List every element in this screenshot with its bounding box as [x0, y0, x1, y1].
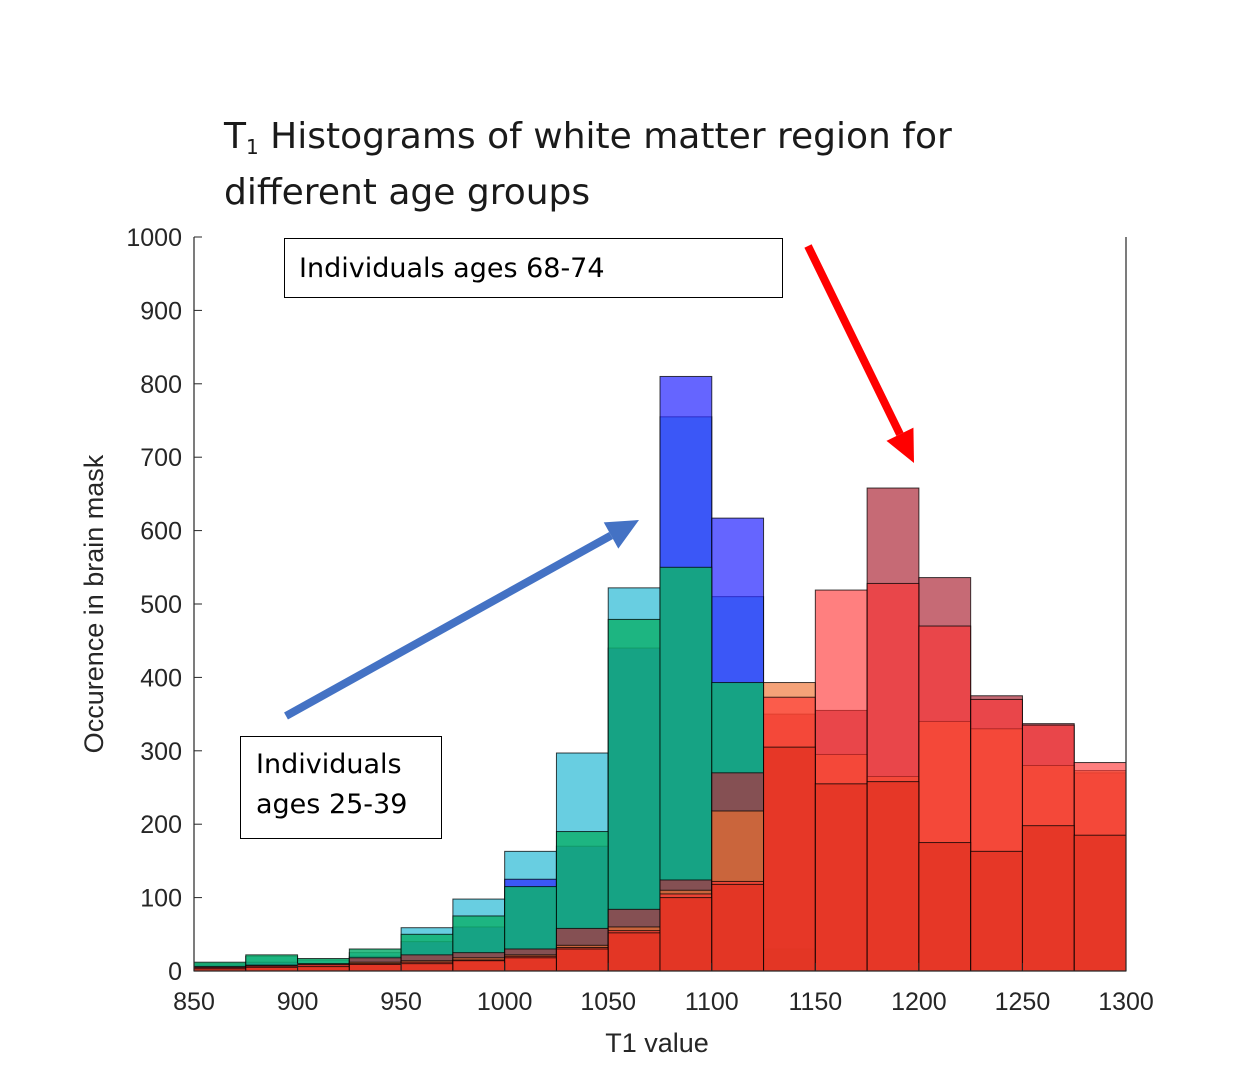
bar-old-red2-1150 [814, 783, 868, 972]
young-arrow-shaft [284, 532, 613, 720]
x-tick-label-850: 850 [173, 988, 215, 1016]
y-tick-label-600: 600 [140, 518, 182, 546]
old-arrow-shaft [804, 244, 904, 437]
chart-title: T1 Histograms of white matter region for… [224, 114, 952, 216]
annotation-old-text: Individuals ages 68-74 [299, 253, 605, 284]
title-line2: different age groups [224, 172, 591, 213]
x-tick-label-950: 950 [380, 988, 422, 1016]
y-tick-label-800: 800 [140, 371, 182, 399]
bar-old-red2-1250 [1021, 825, 1075, 972]
x-axis-label: T1 value [605, 1028, 709, 1058]
y-tick-label-200: 200 [140, 811, 182, 839]
bar-old-red2-1175 [866, 781, 920, 972]
bar-old-red2-1200 [918, 842, 972, 972]
x-tick-label-1050: 1050 [580, 988, 636, 1016]
bar-old-red2-1100 [711, 883, 765, 972]
y-tick-label-0: 0 [168, 958, 182, 986]
bar-old-red2-1075 [659, 897, 713, 972]
bar-old-red2-975 [452, 960, 506, 972]
annotation-young-line2: ages 25-39 [256, 789, 408, 820]
bar-old-red2-925 [348, 963, 402, 972]
title-t: T [224, 116, 246, 157]
x-tick-label-1150: 1150 [788, 988, 842, 1016]
title-rest: Histograms of white matter region for [258, 116, 952, 157]
y-tick-label-900: 900 [140, 297, 182, 325]
x-tick-label-900: 900 [277, 988, 319, 1016]
bar-old-red2-1000 [504, 957, 557, 972]
y-axis-label: Occurence in brain mask [79, 454, 109, 753]
y-tick-label-300: 300 [140, 738, 182, 766]
bar-old-red2-1225 [970, 850, 1023, 972]
x-tick-label-1300: 1300 [1098, 988, 1154, 1016]
x-tick-label-1100: 1100 [685, 988, 739, 1016]
x-tick-label-1200: 1200 [891, 988, 947, 1016]
annotation-young-group: Individuals ages 25-39 [240, 736, 442, 839]
bar-old-red2-1050 [607, 932, 661, 972]
y-tick-label-500: 500 [140, 591, 182, 619]
bar-old-red2-1025 [555, 948, 609, 972]
bar-old-red2-900 [297, 966, 350, 972]
y-tick-label-400: 400 [140, 664, 182, 692]
y-tick-label-700: 700 [140, 444, 182, 472]
bar-old-red2-1275 [1073, 834, 1127, 972]
x-tick-label-1250: 1250 [995, 988, 1051, 1016]
annotation-young-line1: Individuals [256, 749, 402, 780]
x-tick-label-1000: 1000 [477, 988, 533, 1016]
young-arrow-head [603, 520, 639, 549]
title-subscript: 1 [246, 135, 259, 159]
annotation-old-group: Individuals ages 68-74 [284, 238, 783, 298]
bar-old-red2-950 [400, 963, 454, 972]
bar-old-red2-1125 [763, 746, 816, 972]
y-tick-label-100: 100 [140, 885, 182, 913]
old-arrow-head [886, 427, 914, 463]
y-tick-label-1000: 1000 [126, 224, 182, 252]
